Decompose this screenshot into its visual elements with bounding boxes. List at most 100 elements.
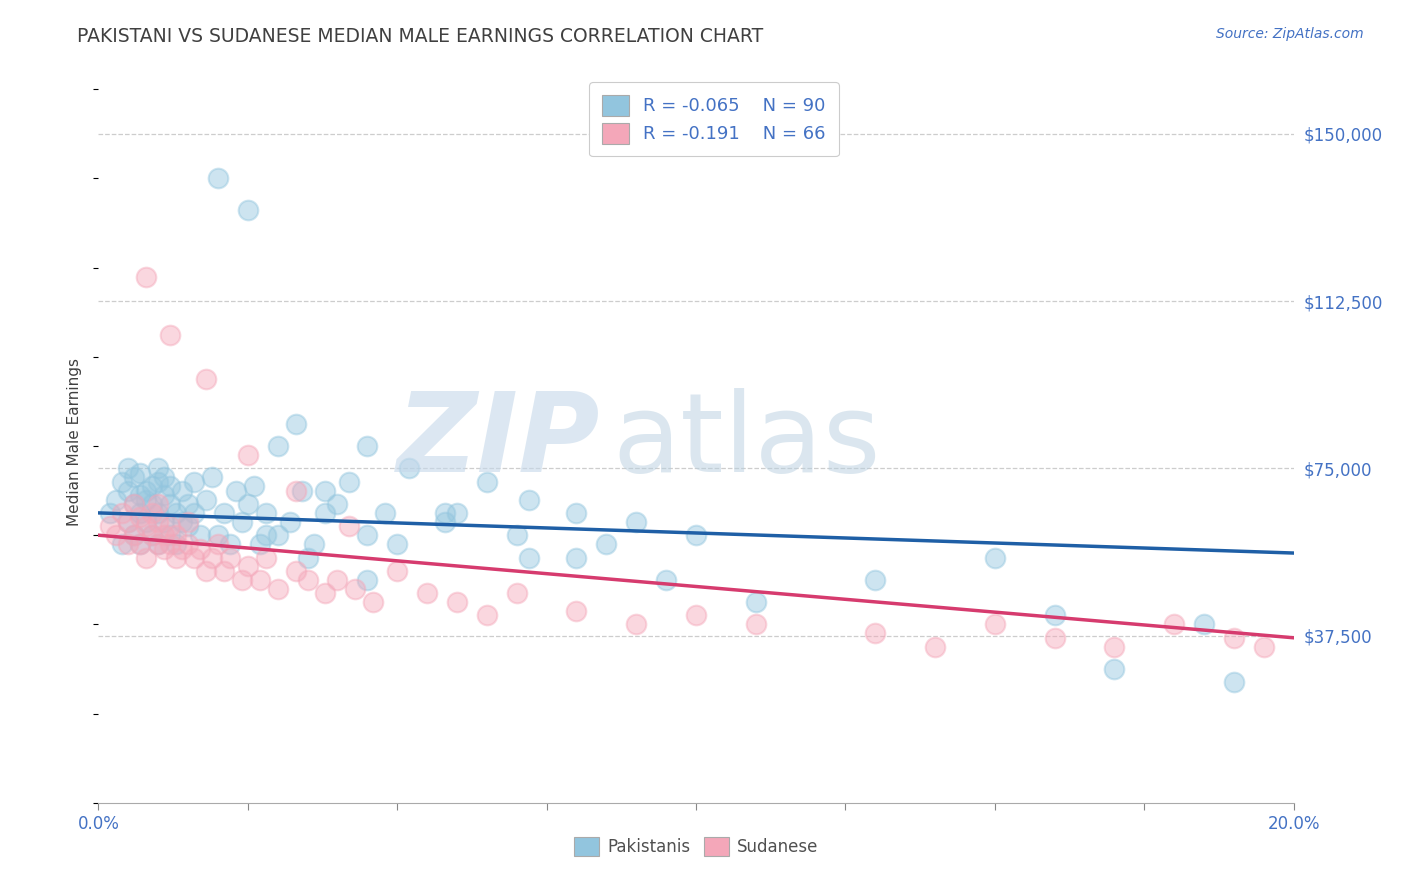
- Point: [117, 515, 139, 529]
- Point: [236, 497, 259, 511]
- Point: [446, 595, 468, 609]
- Point: [356, 528, 378, 542]
- Point: [385, 537, 409, 551]
- Point: [201, 550, 224, 565]
- Point: [1043, 608, 1066, 623]
- Point: [865, 626, 887, 640]
- Point: [141, 497, 163, 511]
- Point: [243, 479, 266, 493]
- Point: [446, 506, 468, 520]
- Point: [135, 483, 157, 498]
- Point: [177, 519, 200, 533]
- Point: [416, 586, 439, 600]
- Text: PAKISTANI VS SUDANESE MEDIAN MALE EARNINGS CORRELATION CHART: PAKISTANI VS SUDANESE MEDIAN MALE EARNIN…: [77, 27, 763, 45]
- Point: [165, 506, 187, 520]
- Point: [172, 483, 194, 498]
- Point: [565, 506, 588, 520]
- Point: [141, 528, 163, 542]
- Point: [685, 528, 707, 542]
- Point: [105, 492, 128, 507]
- Point: [135, 269, 157, 284]
- Point: [135, 515, 157, 529]
- Point: [685, 608, 707, 623]
- Point: [254, 550, 277, 565]
- Point: [565, 550, 588, 565]
- Point: [148, 537, 170, 551]
- Point: [291, 483, 314, 498]
- Point: [284, 417, 307, 431]
- Point: [284, 564, 307, 578]
- Point: [517, 550, 540, 565]
- Point: [111, 537, 134, 551]
- Point: [177, 497, 200, 511]
- Point: [124, 497, 146, 511]
- Point: [231, 515, 253, 529]
- Point: [339, 475, 361, 489]
- Point: [207, 528, 229, 542]
- Point: [1223, 675, 1246, 690]
- Point: [249, 573, 271, 587]
- Point: [177, 537, 200, 551]
- Point: [374, 506, 396, 520]
- Point: [339, 519, 361, 533]
- Point: [506, 528, 529, 542]
- Point: [165, 537, 187, 551]
- Point: [865, 573, 887, 587]
- Point: [153, 528, 176, 542]
- Point: [225, 483, 247, 498]
- Point: [1043, 631, 1066, 645]
- Point: [111, 506, 134, 520]
- Point: [1104, 640, 1126, 654]
- Point: [111, 475, 134, 489]
- Point: [183, 506, 205, 520]
- Text: atlas: atlas: [613, 388, 880, 495]
- Point: [254, 528, 277, 542]
- Point: [141, 528, 163, 542]
- Point: [153, 470, 176, 484]
- Point: [326, 573, 349, 587]
- Point: [135, 519, 157, 533]
- Point: [105, 528, 128, 542]
- Point: [141, 479, 163, 493]
- Point: [655, 573, 678, 587]
- Point: [236, 202, 259, 217]
- Point: [148, 475, 170, 489]
- Point: [124, 528, 146, 542]
- Point: [129, 488, 152, 502]
- Point: [159, 528, 181, 542]
- Point: [1223, 631, 1246, 645]
- Point: [159, 479, 181, 493]
- Point: [117, 461, 139, 475]
- Point: [124, 497, 146, 511]
- Text: ZIP: ZIP: [396, 388, 600, 495]
- Point: [315, 506, 337, 520]
- Point: [219, 550, 242, 565]
- Point: [177, 515, 200, 529]
- Point: [165, 528, 187, 542]
- Point: [135, 492, 157, 507]
- Point: [188, 528, 211, 542]
- Point: [219, 537, 242, 551]
- Point: [117, 537, 139, 551]
- Point: [236, 448, 259, 462]
- Point: [326, 497, 349, 511]
- Point: [565, 604, 588, 618]
- Point: [201, 470, 224, 484]
- Point: [267, 439, 290, 453]
- Point: [159, 327, 181, 342]
- Point: [344, 582, 367, 596]
- Point: [267, 528, 290, 542]
- Point: [1192, 617, 1215, 632]
- Point: [1163, 617, 1185, 632]
- Point: [315, 586, 337, 600]
- Point: [745, 595, 768, 609]
- Point: [315, 483, 337, 498]
- Point: [159, 519, 181, 533]
- Point: [212, 564, 235, 578]
- Point: [148, 497, 170, 511]
- Point: [129, 510, 152, 524]
- Point: [98, 506, 122, 520]
- Point: [278, 515, 301, 529]
- Point: [207, 537, 229, 551]
- Point: [385, 564, 409, 578]
